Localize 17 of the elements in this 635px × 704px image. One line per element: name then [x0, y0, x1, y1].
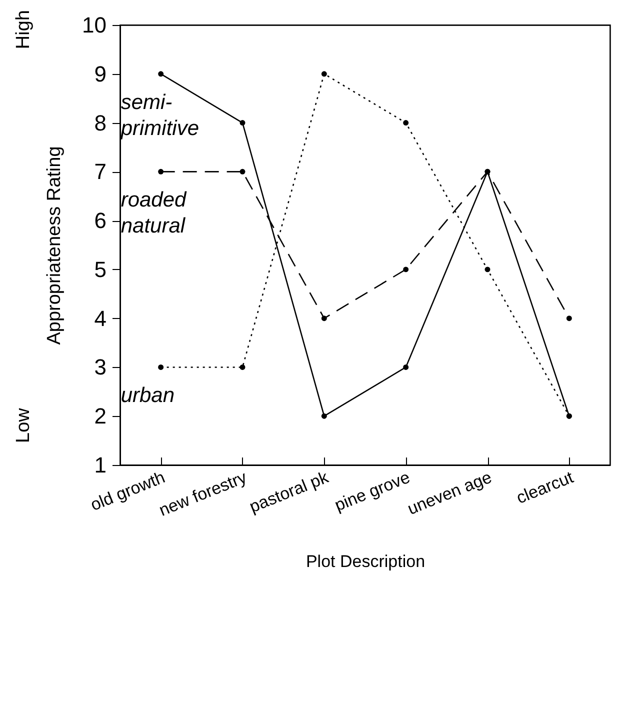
x-axis-title: Plot Description: [306, 552, 426, 572]
y-tick-label: 3: [94, 354, 106, 380]
text: High: [13, 10, 34, 50]
y-tick-label: 10: [82, 12, 106, 38]
series-label: urban: [120, 384, 175, 408]
series-label: roaded natural: [120, 188, 188, 238]
y-tick-label: 2: [94, 404, 106, 429]
y-tick-label: 1: [94, 452, 106, 478]
y-tick-label: 7: [94, 159, 106, 184]
y-tick-label: 4: [94, 306, 106, 331]
text: Low: [13, 408, 34, 443]
y-tick-label: 9: [94, 61, 106, 86]
y-axis-title: Appropriateness Rating: [44, 146, 66, 345]
y-tick-label: 8: [94, 110, 106, 136]
y-tick-label: 5: [94, 256, 106, 282]
y-tick-label: 6: [94, 208, 106, 234]
series-label: semi-primitive: [120, 90, 200, 140]
